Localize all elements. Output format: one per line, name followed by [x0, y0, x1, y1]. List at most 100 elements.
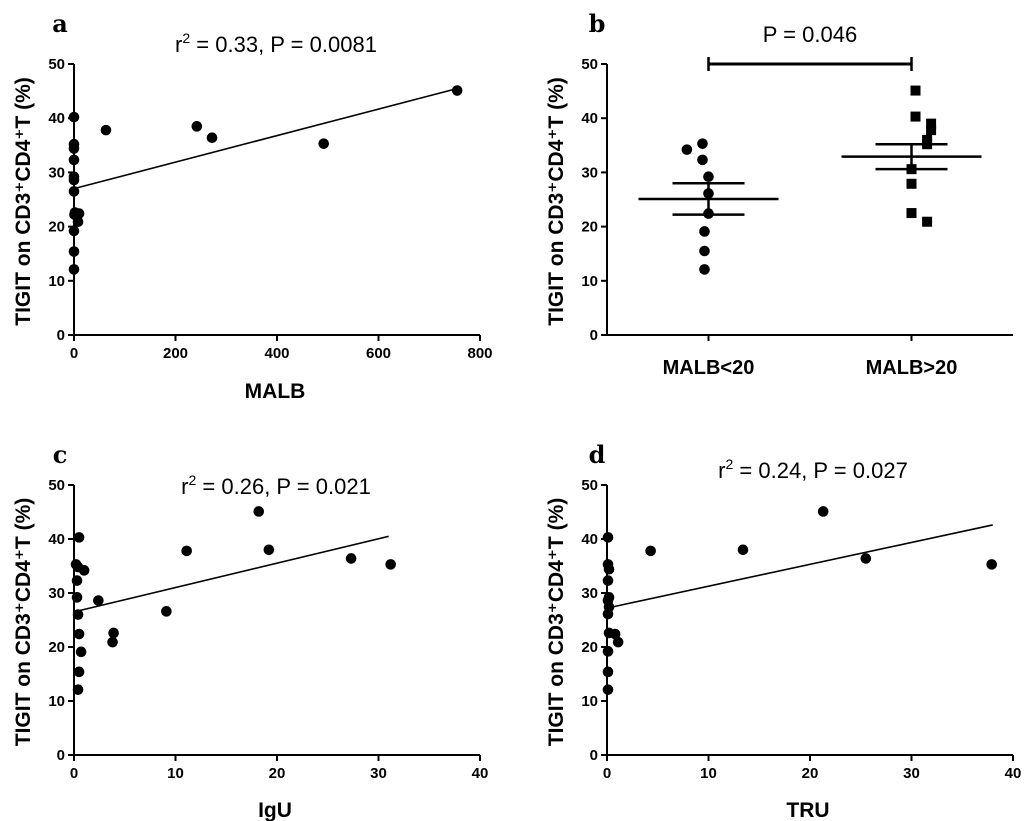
data-point [926, 125, 937, 136]
data-point [860, 553, 872, 564]
x-category-label: MALB>20 [866, 357, 958, 379]
x-tick-label: 400 [264, 345, 289, 362]
x-category-label: MALB<20 [663, 357, 755, 379]
data-point [609, 628, 621, 640]
x-tick-label: 20 [802, 765, 819, 782]
x-tick-label: 30 [370, 765, 387, 782]
data-point [922, 216, 933, 227]
data-point [697, 138, 708, 149]
panel-label: d [589, 440, 606, 469]
x-tick-label: 0 [70, 765, 78, 782]
data-point [100, 124, 112, 136]
x-tick-label: 10 [167, 765, 184, 782]
x-tick-label: 20 [269, 765, 286, 782]
data-point [75, 646, 87, 658]
data-point [703, 171, 714, 183]
y-tick-label: 0 [590, 747, 598, 764]
data-point [68, 143, 80, 154]
data-point [602, 608, 614, 620]
y-tick-label: 30 [581, 164, 598, 181]
y-axis-title: TIGIT on CD3⁺CD4⁺T (%) [545, 498, 568, 747]
data-point [345, 553, 357, 564]
data-point [68, 174, 80, 186]
y-tick-label: 0 [590, 327, 598, 344]
y-tick-label: 40 [581, 531, 598, 548]
x-tick-label: 40 [1005, 765, 1022, 782]
y-tick-label: 30 [48, 585, 65, 602]
data-point [71, 592, 83, 603]
y-tick-label: 20 [581, 219, 598, 236]
data-point [602, 684, 614, 695]
data-point [697, 154, 708, 166]
stat-superscript: 2 [189, 472, 197, 488]
data-point [68, 111, 80, 123]
data-point [602, 532, 614, 543]
panel-label: a [52, 9, 68, 38]
data-point [78, 565, 90, 576]
stat-annotation: r2 = 0.24, P = 0.027 [718, 456, 908, 483]
y-tick-label: 10 [48, 273, 65, 290]
data-point [93, 595, 104, 606]
data-point [73, 208, 85, 219]
data-point [602, 666, 614, 678]
stat-values: = 0.24, P = 0.027 [733, 458, 908, 483]
y-tick-label: 10 [48, 693, 65, 710]
data-point [602, 646, 614, 657]
data-point [107, 636, 118, 648]
y-tick-label: 10 [581, 693, 598, 710]
y-tick-label: 20 [581, 639, 598, 656]
data-point [699, 245, 710, 257]
data-point [68, 225, 80, 237]
data-point [73, 628, 85, 640]
data-point [681, 144, 693, 155]
x-axis-title: MALB [245, 380, 306, 403]
x-tick-label: 0 [70, 345, 78, 362]
y-tick-label: 20 [48, 639, 65, 656]
y-tick-label: 50 [581, 477, 598, 494]
y-tick-label: 10 [581, 273, 598, 290]
regression-line [73, 87, 460, 190]
x-tick-label: 40 [472, 765, 489, 782]
data-point [645, 545, 656, 557]
data-point [603, 563, 615, 575]
y-axis-title: TIGIT on CD3⁺CD4⁺T (%) [545, 77, 568, 326]
data-point [906, 178, 917, 189]
stat-superscript: 2 [726, 456, 734, 472]
panel-b: b P = 0.046 0 10 20 30 40 50 TIGIT on CD3⁺CD4⁺T … [545, 9, 1013, 379]
y-tick-label: 30 [48, 164, 65, 181]
data-point [817, 506, 829, 517]
data-point [108, 627, 119, 639]
data-point [699, 226, 710, 237]
x-tick-label: 800 [467, 345, 492, 362]
data-point [910, 85, 921, 96]
regression-line [606, 524, 993, 609]
data-point [451, 85, 463, 96]
stat-superscript: 2 [182, 30, 190, 46]
y-tick-label: 50 [48, 56, 65, 73]
data-point [72, 684, 84, 695]
data-point [68, 154, 80, 166]
stat-r: r [718, 458, 725, 483]
x-tick-label: 30 [903, 765, 920, 782]
data-point [699, 264, 710, 275]
data-point [385, 559, 396, 570]
x-axis-title: TRU [786, 799, 829, 821]
data-point [602, 575, 614, 586]
data-point [986, 559, 997, 570]
data-point [72, 609, 84, 620]
data-point [181, 545, 192, 557]
y-tick-label: 40 [48, 531, 65, 548]
stat-annotation: r2 = 0.26, P = 0.021 [181, 472, 371, 499]
y-tick-label: 50 [48, 477, 65, 494]
data-point [71, 575, 83, 586]
y-tick-label: 50 [581, 56, 598, 73]
x-tick-label: 0 [603, 765, 611, 782]
data-point [73, 666, 85, 678]
regression-line [73, 535, 389, 613]
stat-r: r [181, 474, 188, 499]
data-point [73, 532, 85, 543]
x-tick-label: 10 [700, 765, 717, 782]
stat-values: = 0.26, P = 0.021 [196, 474, 371, 499]
